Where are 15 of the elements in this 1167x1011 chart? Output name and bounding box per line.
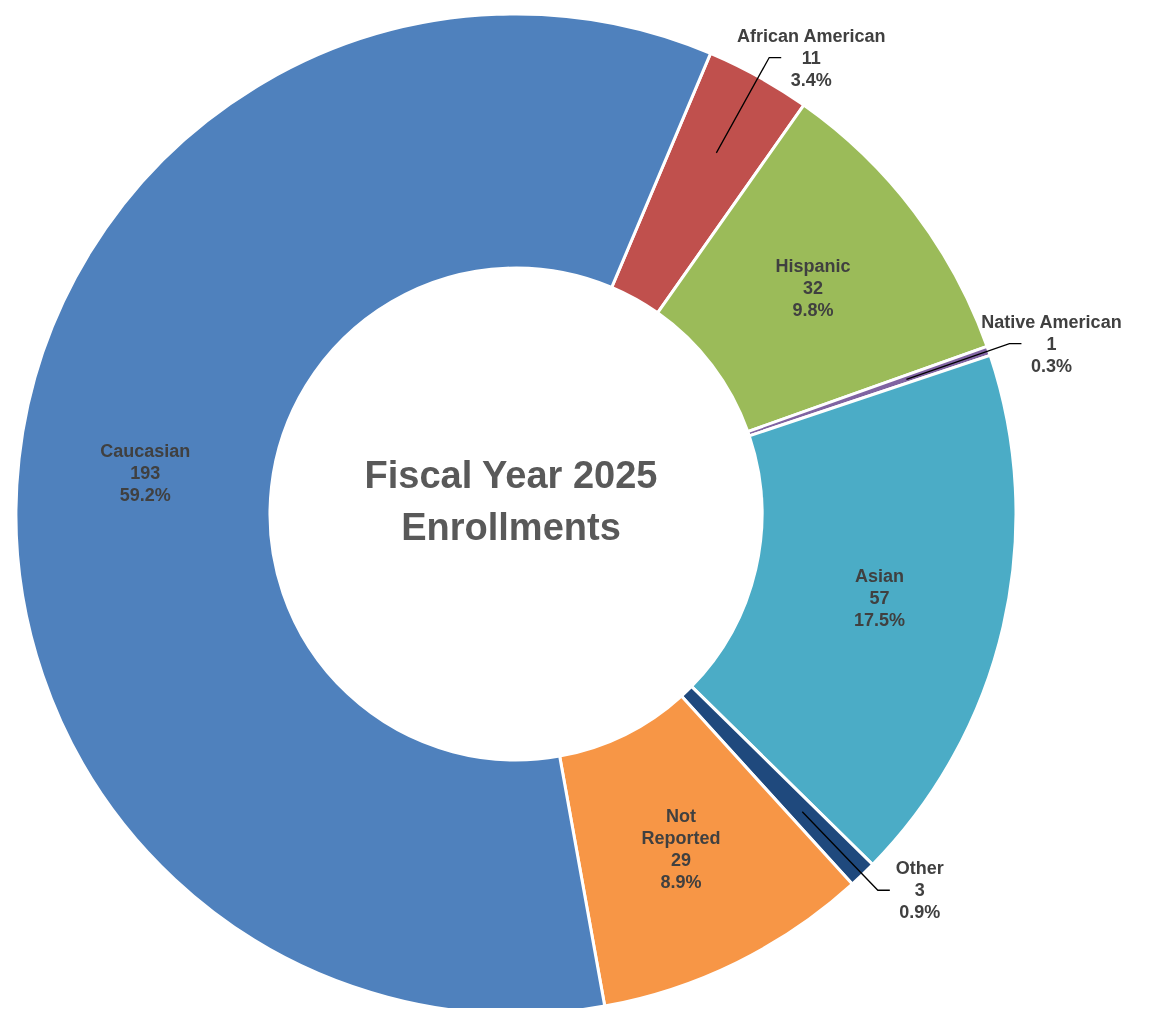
slice-label: African American (737, 25, 886, 46)
data-label: 29 8.9% (660, 849, 702, 892)
slice-label: Hispanic (775, 256, 851, 277)
data-label: 3 0.9% (899, 880, 941, 923)
data-label: 193 59.2% (119, 462, 171, 505)
data-label: 11 3.4% (790, 47, 832, 90)
text: Fiscal Year 2025 Enrollments (363, 453, 659, 550)
slice-label: Native American (981, 311, 1122, 332)
slice-label: Not Reported (641, 805, 721, 848)
data-label: 32 9.8% (792, 278, 834, 321)
slice-label: Asian (854, 565, 904, 586)
data-label: 57 17.5% (853, 587, 905, 630)
slice-label: Caucasian (100, 440, 191, 461)
slice-label: Other (895, 858, 944, 879)
data-label: 1 0.3% (1030, 333, 1072, 376)
